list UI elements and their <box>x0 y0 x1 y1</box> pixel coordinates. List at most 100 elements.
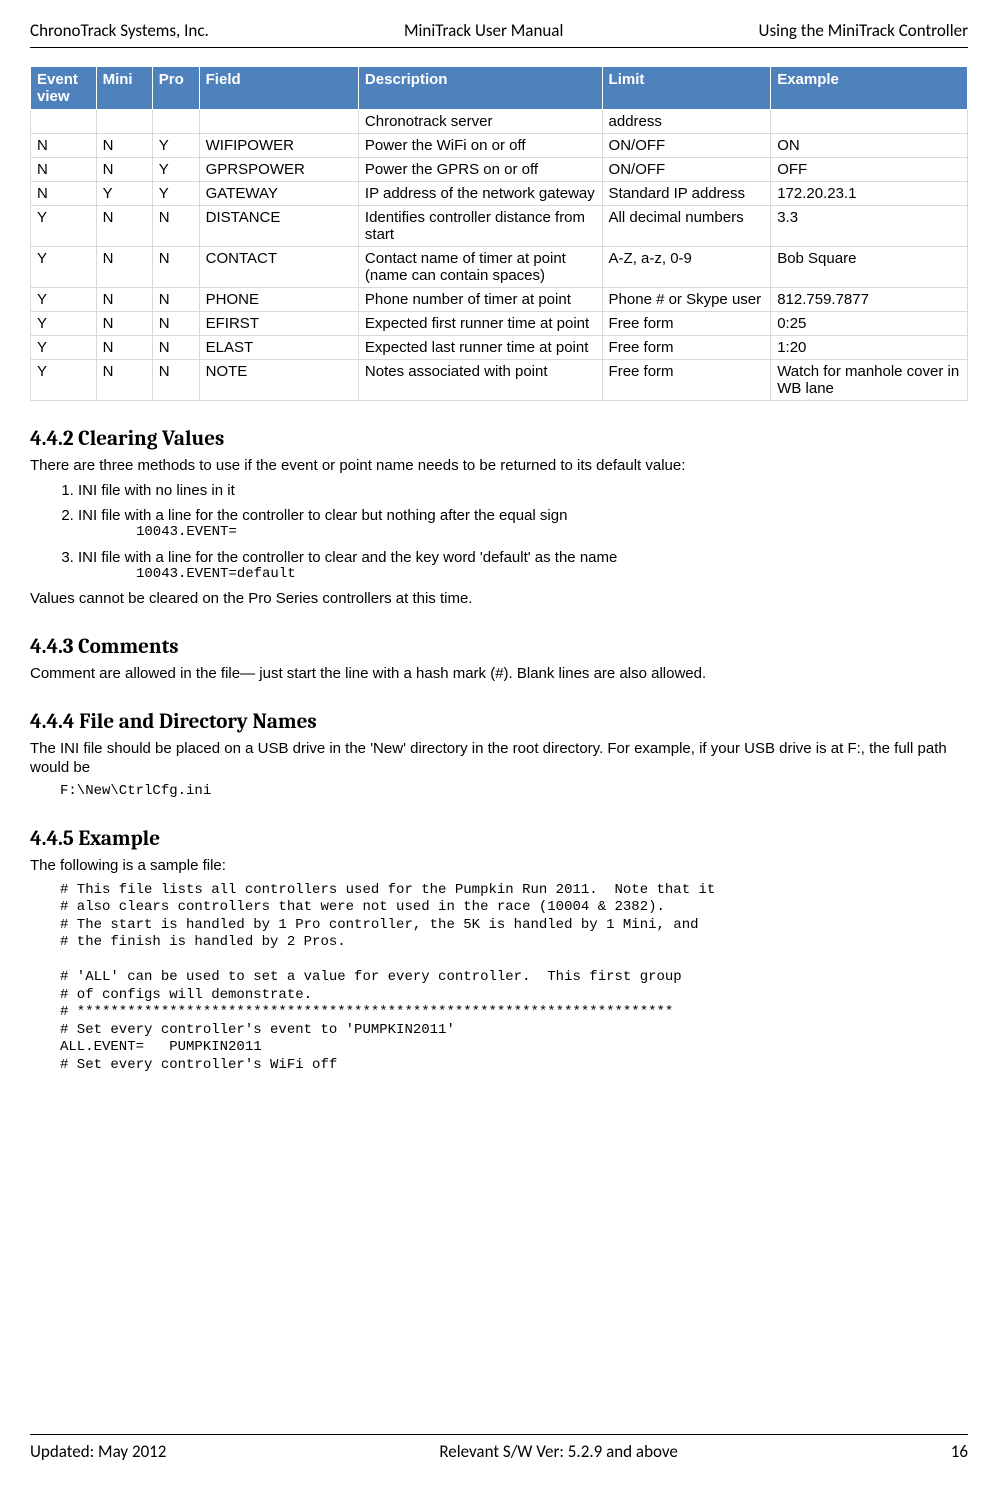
table-cell: All decimal numbers <box>602 206 771 247</box>
col-event-view: Event view <box>31 67 97 110</box>
table-cell: Y <box>31 360 97 401</box>
clearing-methods-list: INI file with no lines in it INI file wi… <box>30 482 968 583</box>
table-cell: CONTACT <box>199 247 358 288</box>
table-cell <box>199 110 358 134</box>
table-cell: Free form <box>602 360 771 401</box>
table-cell: A-Z, a-z, 0-9 <box>602 247 771 288</box>
table-row: YNNPHONEPhone number of timer at pointPh… <box>31 288 968 312</box>
list-item: INI file with a line for the controller … <box>78 507 968 541</box>
table-row: YNNELASTExpected last runner time at poi… <box>31 336 968 360</box>
table-row: NYYGATEWAYIP address of the network gate… <box>31 182 968 206</box>
clearing-values-tail: Values cannot be cleared on the Pro Seri… <box>30 590 968 609</box>
table-cell: Notes associated with point <box>358 360 602 401</box>
table-cell: 1:20 <box>771 336 968 360</box>
filenames-code: F:\New\CtrlCfg.ini <box>60 783 968 801</box>
table-row: NNYGPRSPOWERPower the GPRS on or offON/O… <box>31 158 968 182</box>
table-cell: Free form <box>602 336 771 360</box>
footer-center: Relevant S/W Ver: 5.2.9 and above <box>439 1441 678 1462</box>
page-header: ChronoTrack Systems, Inc. MiniTrack User… <box>30 20 968 48</box>
table-cell: 0:25 <box>771 312 968 336</box>
table-cell: PHONE <box>199 288 358 312</box>
col-description: Description <box>358 67 602 110</box>
col-limit: Limit <box>602 67 771 110</box>
table-cell: Power the WiFi on or off <box>358 134 602 158</box>
footer-right: 16 <box>951 1441 968 1462</box>
table-cell: ON <box>771 134 968 158</box>
table-cell: Free form <box>602 312 771 336</box>
table-row: YNNCONTACTContact name of timer at point… <box>31 247 968 288</box>
table-cell: N <box>31 182 97 206</box>
table-header-row: Event view Mini Pro Field Description Li… <box>31 67 968 110</box>
table-cell: N <box>96 134 152 158</box>
table-cell: ON/OFF <box>602 134 771 158</box>
table-cell: Phone # or Skype user <box>602 288 771 312</box>
table-cell: IP address of the network gateway <box>358 182 602 206</box>
table-row: Chronotrack serveraddress <box>31 110 968 134</box>
list-item: INI file with a line for the controller … <box>78 549 968 583</box>
table-cell: 3.3 <box>771 206 968 247</box>
table-cell: Expected last runner time at point <box>358 336 602 360</box>
table-cell <box>96 110 152 134</box>
method-2-text: INI file with a line for the controller … <box>78 507 567 524</box>
table-cell: Chronotrack server <box>358 110 602 134</box>
example-code: # This file lists all controllers used f… <box>60 882 968 1075</box>
field-reference-table: Event view Mini Pro Field Description Li… <box>30 66 968 401</box>
table-cell: WIFIPOWER <box>199 134 358 158</box>
example-intro: The following is a sample file: <box>30 857 968 876</box>
table-cell: Y <box>96 182 152 206</box>
page-footer: Updated: May 2012 Relevant S/W Ver: 5.2.… <box>30 1434 968 1462</box>
col-example: Example <box>771 67 968 110</box>
table-cell: N <box>152 336 199 360</box>
method-1-text: INI file with no lines in it <box>78 482 235 499</box>
clearing-values-intro: There are three methods to use if the ev… <box>30 457 968 476</box>
table-cell: ELAST <box>199 336 358 360</box>
table-cell: NOTE <box>199 360 358 401</box>
comments-body: Comment are allowed in the file— just st… <box>30 665 968 684</box>
col-pro: Pro <box>152 67 199 110</box>
list-item: INI file with no lines in it <box>78 482 968 499</box>
table-cell <box>31 110 97 134</box>
table-cell: N <box>96 247 152 288</box>
table-cell: 172.20.23.1 <box>771 182 968 206</box>
table-row: NNYWIFIPOWERPower the WiFi on or offON/O… <box>31 134 968 158</box>
table-cell: OFF <box>771 158 968 182</box>
table-cell: N <box>96 288 152 312</box>
method-3-text: INI file with a line for the controller … <box>78 549 617 566</box>
table-cell: N <box>152 247 199 288</box>
section-example-title: 4.4.5 Example <box>30 827 968 851</box>
table-cell: Expected first runner time at point <box>358 312 602 336</box>
table-row: YNNDISTANCEIdentifies controller distanc… <box>31 206 968 247</box>
table-cell: GPRSPOWER <box>199 158 358 182</box>
table-cell: Y <box>152 182 199 206</box>
header-right: Using the MiniTrack Controller <box>759 20 968 41</box>
section-comments-title: 4.4.3 Comments <box>30 635 968 659</box>
table-cell: Y <box>152 134 199 158</box>
table-cell: ON/OFF <box>602 158 771 182</box>
col-mini: Mini <box>96 67 152 110</box>
table-cell: Bob Square <box>771 247 968 288</box>
table-cell: Standard IP address <box>602 182 771 206</box>
table-cell: DISTANCE <box>199 206 358 247</box>
table-cell: Y <box>152 158 199 182</box>
table-cell: GATEWAY <box>199 182 358 206</box>
section-filenames-title: 4.4.4 File and Directory Names <box>30 710 968 734</box>
table-cell: Identifies controller distance from star… <box>358 206 602 247</box>
table-cell: N <box>96 360 152 401</box>
table-cell: address <box>602 110 771 134</box>
table-cell <box>152 110 199 134</box>
table-cell: EFIRST <box>199 312 358 336</box>
table-cell: N <box>152 360 199 401</box>
table-cell: Y <box>31 288 97 312</box>
table-row: YNNNOTENotes associated with pointFree f… <box>31 360 968 401</box>
method-3-code: 10043.EVENT=default <box>136 566 968 583</box>
table-row: YNNEFIRSTExpected first runner time at p… <box>31 312 968 336</box>
table-cell: Power the GPRS on or off <box>358 158 602 182</box>
table-cell: Y <box>31 247 97 288</box>
table-cell: N <box>31 134 97 158</box>
table-cell: Phone number of timer at point <box>358 288 602 312</box>
table-cell: Y <box>31 336 97 360</box>
table-cell: N <box>31 158 97 182</box>
table-cell: N <box>152 288 199 312</box>
header-center: MiniTrack User Manual <box>404 20 563 41</box>
section-clearing-values-title: 4.4.2 Clearing Values <box>30 427 968 451</box>
